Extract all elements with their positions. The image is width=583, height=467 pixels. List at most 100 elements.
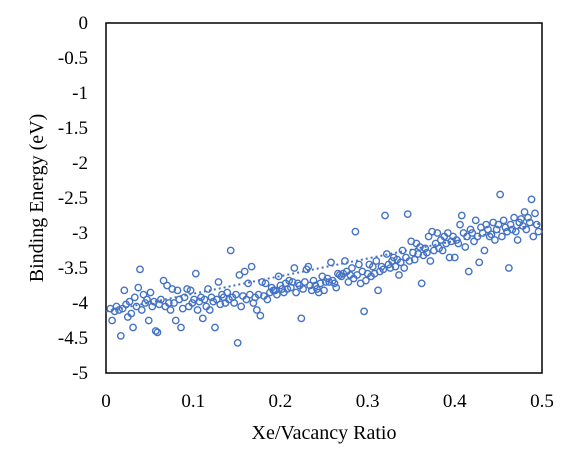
plot-area	[105, 22, 543, 374]
data-point	[137, 306, 146, 314]
data-point	[299, 285, 307, 293]
data-point	[485, 232, 494, 241]
data-point	[252, 306, 261, 314]
data-point	[216, 300, 225, 309]
data-point	[487, 230, 496, 239]
data-point	[186, 286, 195, 295]
data-point	[447, 237, 456, 246]
data-point	[335, 271, 344, 279]
data-point	[200, 295, 209, 304]
data-point	[497, 232, 506, 241]
y-tick-label: -1.5	[58, 118, 88, 139]
y-tick-label: -4	[72, 293, 88, 314]
data-point	[171, 316, 180, 325]
data-point	[134, 283, 143, 292]
data-point	[494, 220, 503, 229]
data-point	[513, 236, 522, 244]
data-point	[499, 216, 508, 225]
data-point	[136, 265, 144, 274]
data-point	[438, 246, 447, 255]
data-point	[204, 285, 212, 293]
x-axis-tick-labels: 0 0.1 0.2 0.3 0.4 0.5	[101, 391, 554, 412]
data-point	[153, 328, 162, 337]
data-point	[471, 216, 480, 225]
data-point	[374, 286, 382, 295]
data-point	[403, 210, 412, 219]
data-point	[233, 338, 242, 347]
data-point	[492, 225, 501, 234]
data-point	[115, 306, 123, 314]
data-point	[180, 293, 189, 302]
data-point	[400, 264, 409, 272]
data-point	[283, 285, 292, 293]
data-point	[416, 243, 424, 251]
data-point	[473, 232, 482, 241]
data-point	[247, 262, 256, 271]
data-point	[475, 258, 484, 267]
data-point	[226, 246, 235, 255]
data-point	[445, 253, 454, 262]
data-point	[527, 195, 536, 204]
data-point	[163, 281, 171, 290]
y-axis-tick-labels: 0 -0.5 -1 -1.5 -2 -2.5 -3 -3.5 -4 -4.5 -5	[58, 13, 89, 384]
data-point	[157, 295, 165, 304]
data-point	[360, 307, 369, 316]
data-point	[125, 297, 134, 306]
data-point	[422, 248, 431, 257]
x-tick-label: 0.1	[181, 391, 205, 412]
data-point	[244, 279, 253, 288]
data-point	[510, 213, 518, 222]
data-point	[421, 244, 430, 253]
data-point	[410, 255, 419, 264]
data-point	[214, 278, 223, 286]
data-point	[409, 248, 417, 257]
y-tick-label: -2	[72, 153, 88, 174]
data-point	[506, 220, 515, 229]
x-tick-label: 0.2	[269, 391, 293, 412]
data-point	[532, 220, 541, 229]
data-point	[361, 276, 370, 285]
data-point	[354, 260, 363, 269]
data-point	[256, 311, 265, 320]
data-point	[309, 276, 318, 285]
data-point	[454, 239, 463, 248]
data-point	[450, 253, 459, 262]
y-tick-label: -4.5	[58, 328, 88, 349]
data-point	[482, 220, 491, 229]
data-point	[151, 327, 160, 335]
data-point	[405, 257, 414, 265]
data-point	[332, 283, 341, 292]
data-point	[327, 258, 335, 267]
data-point	[230, 299, 239, 307]
data-point	[108, 316, 117, 325]
data-point	[261, 279, 270, 288]
data-point	[170, 299, 178, 307]
data-point	[426, 257, 435, 265]
data-point	[468, 229, 477, 237]
data-point	[146, 288, 155, 297]
data-point	[274, 272, 283, 281]
data-point	[273, 290, 281, 299]
data-point	[417, 279, 426, 288]
data-point	[480, 246, 489, 255]
data-point	[386, 264, 395, 272]
data-point	[258, 278, 266, 286]
data-point	[511, 227, 520, 236]
y-axis-title: Binding Energy (eV)	[26, 114, 48, 283]
data-point	[379, 265, 388, 274]
data-point	[173, 286, 182, 295]
data-point	[478, 229, 487, 237]
x-tick-label: 0.4	[443, 391, 467, 412]
data-point	[341, 257, 349, 265]
data-point	[288, 278, 297, 286]
data-point	[330, 279, 339, 288]
data-point	[382, 250, 391, 258]
data-point	[320, 286, 328, 295]
data-point	[461, 243, 470, 251]
data-point	[285, 276, 294, 285]
data-point	[381, 211, 389, 220]
data-point	[237, 302, 246, 311]
data-point	[344, 278, 353, 286]
data-point	[116, 331, 125, 340]
